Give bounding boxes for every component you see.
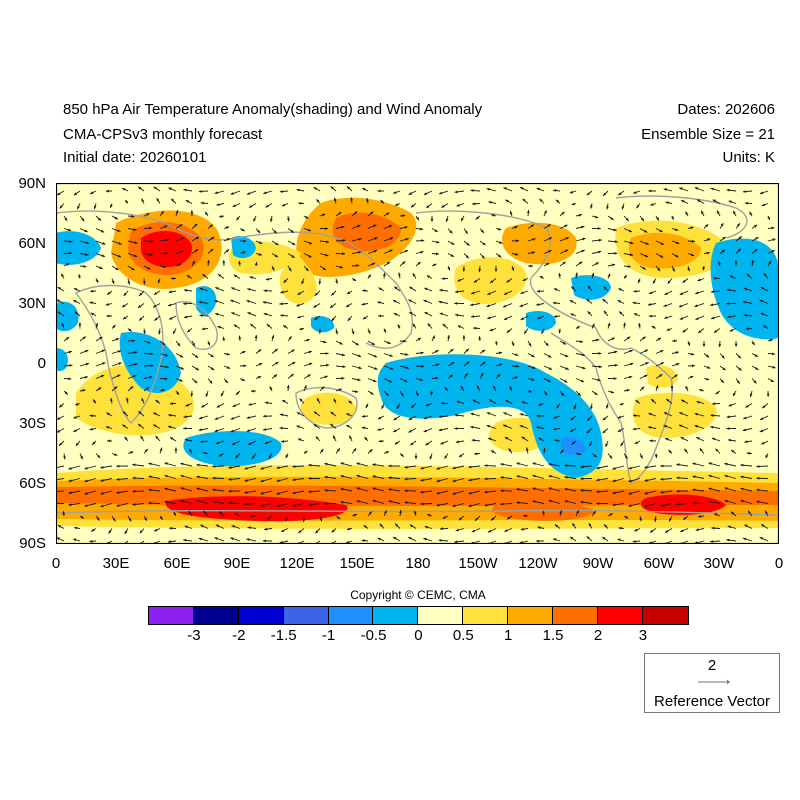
lon-label-30e: 30E	[102, 555, 130, 572]
colorbar-swatch	[553, 607, 598, 624]
lat-label-30s: 30S	[19, 415, 46, 432]
anomaly-map	[56, 183, 779, 544]
title-units: Units: K	[722, 149, 775, 166]
colorbar-tick-label: 1.5	[542, 627, 564, 644]
title-main: 850 hPa Air Temperature Anomaly(shading)…	[63, 101, 483, 118]
copyright-notice: Copyright © CEMC, CMA	[350, 588, 486, 602]
colorbar-swatch	[373, 607, 419, 624]
colorbar-tick-label: 0.5	[452, 627, 474, 644]
lat-label-30n: 30N	[18, 295, 46, 312]
coastlines	[56, 195, 779, 516]
lat-label-90n: 90N	[18, 175, 46, 192]
colorbar-tick-label: 1	[504, 627, 513, 644]
wind-vector-field	[56, 185, 776, 544]
reference-vector-box: 2 Reference Vector	[644, 653, 780, 713]
colorbar-tick-label: -1	[321, 627, 336, 644]
colorbar-swatch	[328, 607, 374, 624]
colorbar-swatch	[283, 607, 329, 624]
lon-label-30w: 30W	[703, 555, 735, 572]
colorbar-swatch	[508, 607, 554, 624]
lat-label-60n: 60N	[18, 235, 46, 252]
map-border	[56, 183, 779, 544]
lat-label-90s: 90S	[19, 535, 46, 552]
title-dates: Dates: 202606	[677, 101, 775, 118]
lon-label-60w: 60W	[643, 555, 675, 572]
reference-vector-label: Reference Vector	[654, 693, 770, 710]
colorbar-tick-label: -1.5	[270, 627, 297, 644]
lat-label-60s: 60S	[19, 475, 46, 492]
lon-label-90e: 90E	[223, 555, 251, 572]
colorbar-swatch	[418, 607, 464, 624]
title-initial-date: Initial date: 20260101	[63, 149, 207, 166]
lon-label-180: 180	[405, 555, 431, 572]
title-ensemble-size: Ensemble Size = 21	[641, 126, 775, 143]
lon-label-0-end: 0	[774, 555, 784, 572]
warm-anomaly-regions	[56, 197, 779, 529]
colorbar-tick-label: 3	[638, 627, 648, 644]
map-panel	[56, 183, 779, 544]
lon-label-150e: 150E	[339, 555, 375, 572]
title-model: CMA-CPSv3 monthly forecast	[63, 126, 263, 143]
colorbar-swatch	[193, 607, 239, 624]
colorbar-swatch	[597, 607, 643, 624]
lon-label-0: 0	[51, 555, 61, 572]
colorbar-swatch	[238, 607, 284, 624]
reference-vector-value: 2	[707, 657, 717, 674]
colorbar-tick-label: -0.5	[360, 627, 387, 644]
colorbar-swatch	[463, 607, 509, 624]
reference-arrow-icon	[698, 679, 730, 685]
colorbar-swatch	[642, 607, 688, 624]
lon-label-60e: 60E	[163, 555, 191, 572]
lon-label-120w: 120W	[518, 555, 558, 572]
colorbar-tick-label: 0	[414, 627, 423, 644]
colorbar-tick-label: 2	[593, 627, 603, 644]
colorbar-tick-label: -2	[232, 627, 246, 644]
lon-label-90w: 90W	[582, 555, 614, 572]
lat-label-equator: 0	[37, 355, 46, 372]
lon-label-120e: 120E	[279, 555, 315, 572]
colorbar	[148, 606, 689, 625]
lon-label-150w: 150W	[458, 555, 498, 572]
colorbar-swatch	[149, 607, 194, 624]
colorbar-tick-label: -3	[187, 627, 201, 644]
